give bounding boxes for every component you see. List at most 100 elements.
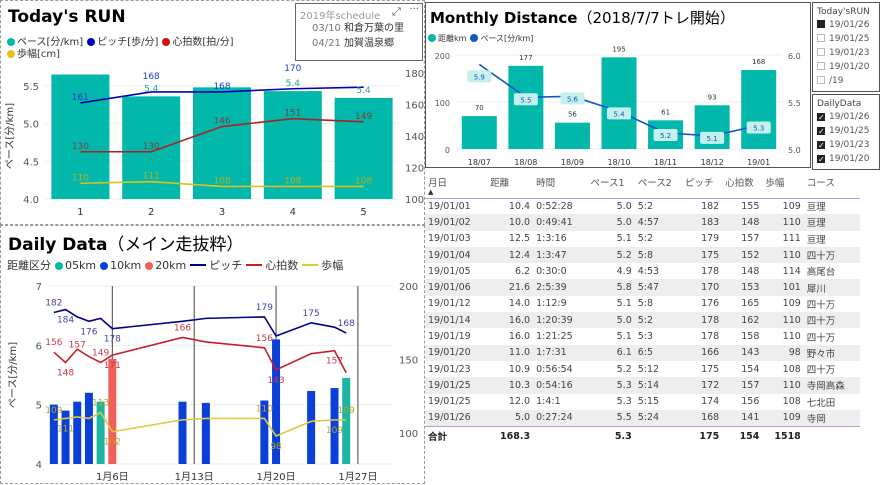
table-cell: 19/01/23: [428, 363, 471, 375]
bar[interactable]: [260, 400, 269, 464]
bar[interactable]: [201, 402, 210, 464]
slicer-item-label: 19/01/20: [829, 62, 870, 72]
series-line: [80, 86, 364, 104]
slicer-item[interactable]: ✓ 19/01/20: [817, 152, 875, 166]
table-cell: 1:12:9: [536, 298, 567, 310]
line-value-label: 171: [104, 361, 121, 371]
line-value-label-group: 110: [256, 404, 273, 414]
column-header[interactable]: ペース2: [634, 170, 683, 199]
column-header[interactable]: 心拍数: [722, 170, 763, 199]
column-header[interactable]: 時間: [533, 170, 588, 199]
table-cell: 5.0: [587, 214, 635, 231]
table-cell: 6:5: [634, 344, 683, 361]
table-cell: 10.4: [508, 200, 531, 212]
column-header[interactable]: コース: [803, 170, 860, 199]
slicer-item[interactable]: 19/01/25: [817, 32, 875, 46]
bar[interactable]: [272, 339, 281, 464]
line-value-label: 156: [256, 334, 273, 344]
bar[interactable]: [84, 392, 93, 464]
line-value-label: 175: [303, 309, 320, 319]
bar-value-label-group: 93: [708, 93, 717, 101]
monthly-chart: 0 100 200 5.0 5.5 6.0 18/07 18/08 18/09 18/10 18/1…: [435, 45, 801, 167]
slicer-item-label: 19/01/20: [829, 154, 870, 164]
table-row: 19/01/03 12.5 1:3:16 5.1 5:2 179 157 111 亘理: [425, 231, 860, 247]
slicer-item[interactable]: ✓ 19/01/25: [817, 124, 875, 138]
bar[interactable]: [193, 87, 251, 199]
line-value-label: 166: [174, 323, 191, 333]
bar[interactable]: [307, 391, 316, 464]
table-cell: 5.8: [587, 279, 635, 296]
bar[interactable]: [108, 358, 117, 464]
bar-value-label: 177: [519, 54, 532, 62]
line-value-label-group: 111: [57, 424, 74, 434]
table-cell: 0:54:16: [533, 377, 588, 394]
bar[interactable]: [49, 404, 58, 464]
daily-title-text: Daily Data: [8, 235, 108, 255]
table-cell: 5.2: [616, 363, 632, 375]
table-cell: 5.0: [487, 409, 534, 427]
daily-title: Daily Data（メイン走抜粋）: [8, 230, 243, 255]
bar[interactable]: [554, 122, 590, 149]
table-cell: 154: [741, 363, 760, 375]
table-cell: 5:24: [634, 409, 683, 427]
legend-dot-icon: [100, 262, 109, 270]
table-cell: 19/01/20: [425, 344, 488, 361]
legend-dot-icon: [145, 262, 154, 270]
slicer-item[interactable]: /19: [817, 74, 875, 88]
slicer-item[interactable]: 19/01/23: [817, 46, 875, 60]
line-value-label-group: 149: [355, 112, 372, 122]
legend-dot-icon: [7, 38, 15, 46]
table-cell: 143: [722, 344, 763, 361]
column-header[interactable]: 歩幅: [762, 170, 804, 199]
sort-ascending-icon[interactable]: ▲: [428, 188, 434, 196]
legend-label: 歩幅: [321, 259, 344, 272]
column-header[interactable]: 月日 ▲: [425, 170, 488, 199]
legend-line-icon: [246, 264, 263, 266]
slicer-item[interactable]: 19/01/20: [817, 60, 875, 74]
line-value-label-group: 184: [57, 316, 74, 326]
legend-item: ピッチ[歩/分]: [87, 37, 158, 49]
legend-dot-icon: [470, 34, 479, 42]
bar[interactable]: [73, 401, 82, 464]
bar[interactable]: [178, 401, 187, 464]
bar[interactable]: [601, 57, 637, 149]
expand-icon[interactable]: ⤢: [392, 5, 401, 18]
slicer-item[interactable]: ✓ 19/01/26: [817, 110, 875, 124]
column-header[interactable]: 距離: [487, 170, 534, 199]
bar[interactable]: [61, 410, 70, 464]
bar[interactable]: [741, 70, 777, 149]
y-tick-label: 200: [435, 52, 450, 61]
bar[interactable]: [508, 65, 544, 149]
bar[interactable]: [342, 377, 351, 464]
bar[interactable]: [263, 91, 322, 199]
bar[interactable]: [334, 97, 393, 199]
table-cell: 21.6: [487, 279, 534, 296]
slicer-item[interactable]: ✓ 19/01/23: [817, 138, 875, 152]
line-value-label: 110: [256, 404, 273, 414]
legend-item: ピッチ: [190, 260, 242, 272]
slicer-item[interactable]: 19/01/26: [817, 18, 875, 32]
line-value-label-group: 109: [338, 406, 355, 416]
more-options-icon[interactable]: ···: [409, 4, 419, 15]
bar-value-label: 5.4: [144, 84, 159, 94]
table-cell: 153: [722, 279, 763, 296]
x-tick-label: 3: [219, 207, 225, 218]
line-value-label: 143: [267, 376, 284, 386]
column-header[interactable]: ペース1: [587, 170, 635, 199]
table-cell: 5.3: [587, 377, 635, 394]
slicer-item-label: 19/01/23: [829, 140, 870, 150]
line-value-label: 109: [326, 426, 343, 436]
table-row: 19/01/14 16.0 1:20:39 5.0 5:2 178 162 110 四十万: [425, 312, 860, 329]
table-cell: 19/01/06: [425, 279, 488, 296]
checkbox-checked-icon: ✓: [817, 155, 825, 164]
table-cell: 148: [741, 265, 760, 277]
bar[interactable]: [51, 74, 110, 199]
bar[interactable]: [330, 388, 339, 464]
table-cell: 175: [682, 246, 723, 264]
run-log-table: 月日 ▲ 距離 時間 ペース1 ペース2 ピッチ 心拍数 歩幅 コース 19/01/01 10.4 0:…: [425, 170, 860, 447]
schedule-date: 04/21: [312, 38, 341, 49]
bar[interactable]: [461, 116, 497, 149]
column-header[interactable]: ピッチ: [682, 170, 723, 199]
bar[interactable]: [96, 401, 105, 464]
table-cell: 170: [682, 279, 723, 296]
